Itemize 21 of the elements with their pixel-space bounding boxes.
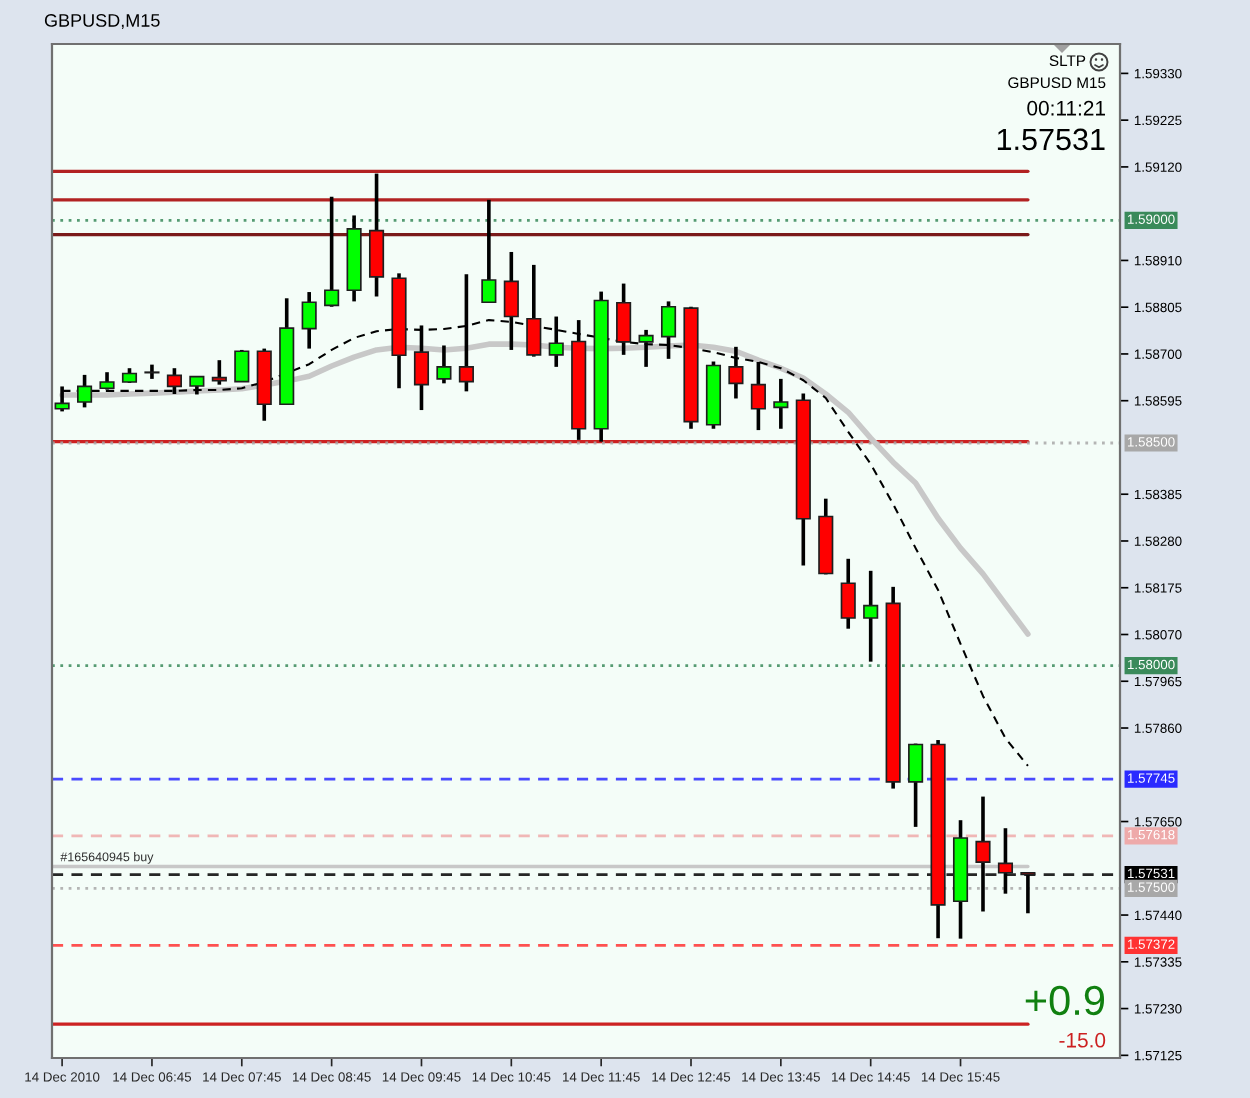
- candlestick: [863, 569, 879, 664]
- candlestick: [750, 360, 766, 432]
- annotation: 00:11:21: [1027, 100, 1105, 116]
- candlestick: [144, 362, 160, 381]
- candlestick: [324, 194, 340, 309]
- candlestick: [166, 366, 182, 396]
- candlestick: [840, 556, 856, 631]
- candlestick: [436, 343, 452, 386]
- candlestick: [481, 198, 497, 305]
- candlestick: [76, 373, 93, 410]
- candlestick: [773, 377, 789, 431]
- candlestick: [189, 374, 205, 397]
- annotation: +0.9: [1025, 985, 1105, 1016]
- candlestick: [368, 171, 385, 299]
- chart-title: GBPUSD,M15: [44, 14, 160, 29]
- text: -15.0: [1059, 1032, 1106, 1048]
- candlestick: [301, 290, 317, 351]
- candlestick: [728, 345, 744, 401]
- candlestick: [638, 328, 654, 369]
- candlestick: [908, 741, 924, 829]
- annotation: 1.57531: [997, 128, 1105, 151]
